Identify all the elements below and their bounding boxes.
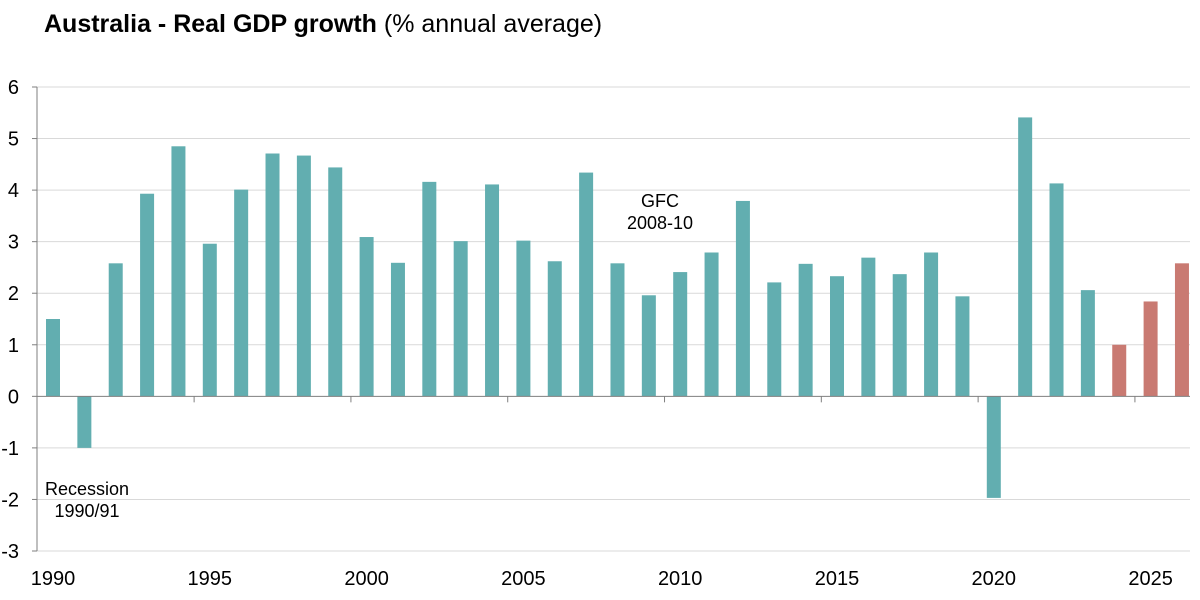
y-tick-0: 0 — [8, 386, 19, 408]
annotation-1: GFC 2008-10 — [627, 191, 693, 233]
y-tick-6: 6 — [8, 77, 19, 99]
bar-2020 — [986, 396, 1001, 498]
bar-1994 — [171, 146, 186, 397]
x-tick-2000: 2000 — [344, 568, 389, 590]
y-tick--3: -3 — [1, 541, 19, 563]
x-tick-2005: 2005 — [501, 568, 546, 590]
bar-1996 — [234, 189, 249, 397]
bar-2026 — [1174, 263, 1189, 397]
bar-1998 — [296, 155, 311, 397]
bar-2017 — [892, 274, 907, 397]
bar-2018 — [924, 252, 939, 397]
x-tick-1995: 1995 — [188, 568, 233, 590]
y-tick-2: 2 — [8, 283, 19, 305]
bar-2015 — [830, 276, 844, 397]
bar-2022 — [1049, 183, 1064, 397]
bar-1997 — [265, 153, 280, 397]
bar-2012 — [735, 200, 750, 397]
bar-2001 — [390, 262, 405, 397]
bar-2006 — [547, 261, 562, 397]
bar-2023 — [1080, 290, 1095, 397]
bar-1991 — [77, 396, 92, 448]
y-tick-4: 4 — [8, 180, 19, 202]
bar-2021 — [1018, 117, 1033, 397]
bar-2019 — [955, 296, 970, 397]
bar-1990 — [46, 319, 60, 397]
bar-2005 — [516, 240, 531, 397]
annotation-1-line-1: 2008-10 — [627, 213, 693, 233]
bar-1992 — [108, 263, 123, 397]
bar-2011 — [704, 252, 719, 397]
bar-2025 — [1143, 301, 1158, 397]
annotation-0-line-0: Recession — [45, 479, 129, 499]
bar-2014 — [798, 263, 813, 397]
annotation-0-line-1: 1990/91 — [54, 501, 119, 521]
bar-2009 — [641, 295, 656, 397]
bar-2003 — [453, 241, 468, 397]
x-tick-labels: 1990 1995 2000 2005 2010 2015 2020 2025 — [31, 568, 1173, 590]
x-tick-2015: 2015 — [815, 568, 860, 590]
bar-2024 — [1112, 344, 1127, 397]
bar-1995 — [202, 243, 217, 397]
bar-2016 — [861, 257, 876, 397]
x-tick-2010: 2010 — [658, 568, 703, 590]
x-tick-2025: 2025 — [1128, 568, 1173, 590]
annotations: Recession 1990/91 GFC 2008-10 — [45, 191, 693, 521]
y-tick-labels: 6 5 4 3 2 1 0 -1 -2 -3 — [1, 77, 19, 563]
bar-2004 — [485, 184, 500, 397]
x-tick-2020: 2020 — [972, 568, 1017, 590]
bar-2007 — [579, 172, 594, 397]
annotation-1-line-0: GFC — [641, 191, 679, 211]
bar-2013 — [767, 282, 782, 397]
bar-2010 — [673, 272, 688, 397]
bar-1993 — [140, 193, 155, 397]
bars — [46, 117, 1189, 498]
y-tick-5: 5 — [8, 129, 19, 151]
bar-2002 — [422, 181, 437, 397]
chart-title: Australia - Real GDP growth (% annual av… — [44, 10, 602, 39]
chart-title-main: Australia - Real GDP growth — [44, 10, 377, 38]
y-tick-1: 1 — [8, 335, 19, 357]
bar-2008 — [610, 263, 625, 397]
y-tick-3: 3 — [8, 232, 19, 254]
x-tick-1990: 1990 — [31, 568, 76, 590]
y-tick--1: -1 — [1, 438, 19, 460]
bar-2000 — [359, 237, 374, 397]
axes — [32, 86, 1190, 552]
bar-1999 — [328, 167, 343, 397]
chart-title-unit: (% annual average) — [383, 10, 603, 38]
y-tick--2: -2 — [1, 489, 19, 511]
annotation-0: Recession 1990/91 — [45, 479, 129, 521]
